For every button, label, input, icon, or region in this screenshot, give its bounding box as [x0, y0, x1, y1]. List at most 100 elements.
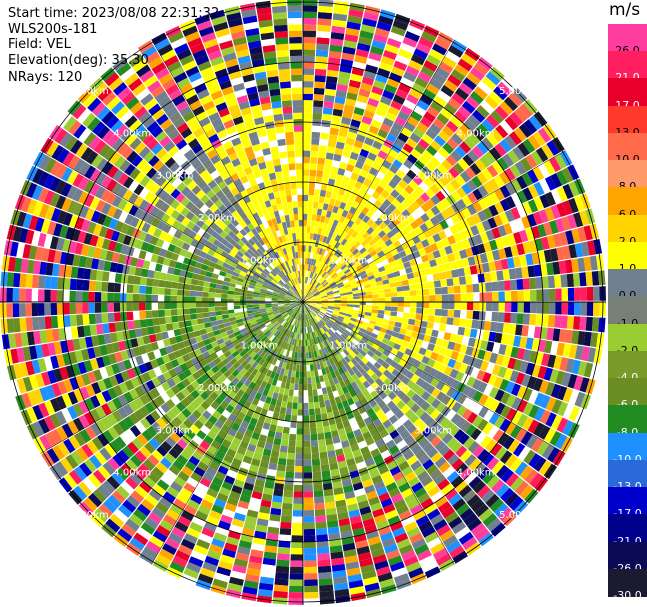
radar-gate [513, 127, 527, 142]
radar-gate [421, 133, 434, 145]
radar-gate [252, 325, 260, 331]
radar-gate [233, 305, 241, 310]
radar-gate [278, 540, 291, 548]
radar-gate [197, 504, 211, 516]
radar-gate [253, 289, 261, 293]
radar-gate [337, 315, 345, 320]
radar-gate [276, 315, 283, 321]
radar-gate [338, 71, 351, 80]
radar-gate [165, 323, 174, 331]
radar-gate [252, 353, 260, 361]
radar-gate [341, 478, 352, 488]
radar-gate [343, 484, 354, 494]
radar-gate [91, 382, 102, 395]
radar-gate [385, 111, 397, 122]
radar-gate [407, 25, 423, 37]
radar-gate [438, 61, 454, 74]
radar-gate [486, 164, 499, 178]
radar-gate [374, 27, 390, 38]
radar-gate [334, 213, 342, 222]
radar-gate [303, 163, 310, 170]
radar-gate [102, 355, 111, 367]
radar-gate [243, 400, 252, 409]
radar-gate [190, 215, 200, 225]
radar-gate [370, 381, 379, 390]
radar-gate [504, 492, 519, 507]
radar-gate [257, 320, 264, 325]
radar-gate [495, 124, 509, 139]
radar-gate [406, 324, 415, 331]
radar-gate [170, 395, 181, 406]
radar-gate [114, 242, 123, 253]
radar-gate [226, 329, 234, 336]
radar-gate [84, 397, 95, 411]
radar-gate [345, 137, 355, 146]
radar-gate [32, 421, 45, 437]
radar-gate [418, 362, 427, 371]
radar-gate [321, 317, 328, 323]
radar-gate [391, 567, 408, 578]
radar-gate [248, 503, 260, 512]
radar-gate [273, 372, 280, 380]
radar-gate [494, 415, 506, 429]
radar-gate [411, 264, 419, 273]
radar-gate [371, 475, 383, 485]
radar-gate [343, 104, 355, 113]
radar-gate [288, 310, 294, 315]
radar-gate [315, 296, 322, 299]
radar-gate [72, 188, 84, 202]
radar-gate [303, 510, 315, 517]
radar-gate [190, 319, 198, 326]
radar-gate [318, 439, 326, 447]
radar-gate [568, 181, 580, 197]
radar-gate [394, 321, 402, 328]
radar-gate [379, 353, 388, 361]
radar-gate [348, 276, 355, 282]
radar-gate [229, 524, 243, 534]
radar-gate [337, 167, 346, 176]
radar-gate [360, 324, 368, 330]
radar-gate [119, 159, 131, 173]
radar-gate [297, 320, 300, 327]
radar-gate [120, 481, 134, 495]
radar-gate [491, 281, 499, 292]
radar-gate [429, 302, 436, 309]
radar-gate [268, 326, 275, 332]
radar-gate [430, 351, 439, 361]
radar-gate [291, 338, 296, 346]
radar-gate [282, 320, 288, 327]
radar-gate [173, 246, 182, 255]
radar-gate [137, 527, 152, 541]
radar-gate [198, 274, 206, 281]
radar-gate [130, 454, 143, 468]
radar-gate [432, 233, 442, 243]
radar-gate [202, 297, 209, 302]
radar-gate [284, 303, 291, 305]
radar-gate [528, 453, 542, 468]
radar-gate [341, 440, 350, 449]
radar-gate [304, 327, 307, 334]
radar-gate [133, 319, 141, 329]
radar-gate [305, 245, 309, 252]
radar-gate [546, 235, 556, 249]
radar-gate [138, 250, 147, 260]
radar-gate [263, 487, 274, 496]
radar-gate [396, 439, 407, 450]
radar-gate [346, 458, 356, 467]
radar-gate [320, 407, 327, 415]
radar-gate [353, 299, 360, 302]
radar-gate [361, 260, 369, 267]
radar-gate [57, 381, 68, 395]
radar-gate [334, 241, 341, 249]
radar-gate [391, 297, 398, 302]
radar-gate [204, 386, 214, 396]
radar-gate [423, 229, 433, 239]
radar-gate [333, 153, 342, 162]
radar-gate [130, 490, 145, 504]
radar-gate [226, 268, 234, 275]
radar-gate [382, 226, 391, 235]
radar-gate [118, 382, 129, 394]
radar-gate [581, 346, 590, 362]
radar-gate [538, 460, 552, 476]
radar-gate [210, 256, 219, 264]
